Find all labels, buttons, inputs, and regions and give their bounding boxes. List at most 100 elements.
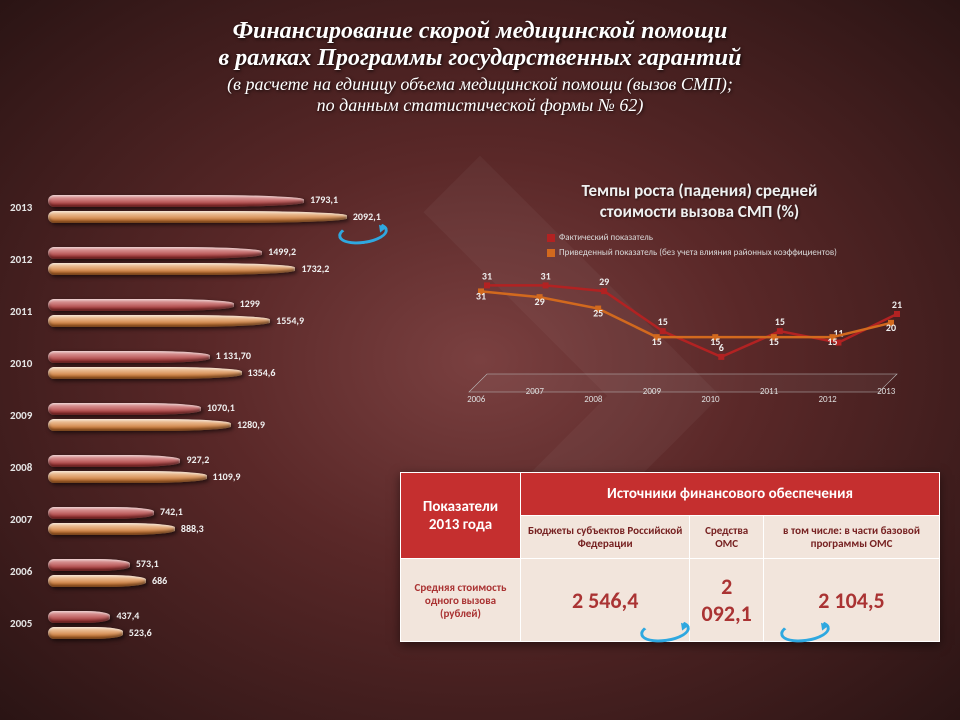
table-row-label: Средняя стоимость одного вызова (рублей) xyxy=(401,559,521,642)
hbar-row: 2006 573,1 686 xyxy=(10,549,420,601)
hbar-year-label: 2006 xyxy=(10,565,32,578)
line-value-label: 15 xyxy=(710,335,720,348)
hbar-bar xyxy=(48,611,110,623)
line-xtick: 2006 xyxy=(467,394,486,404)
hbar-bar xyxy=(48,263,295,275)
line-chart-svg: 3131291561511213129251515151520200620072… xyxy=(457,264,922,404)
hbar-year-label: 2012 xyxy=(10,253,32,266)
hbar-bar xyxy=(48,315,270,327)
line-value-label: 31 xyxy=(476,289,486,302)
table-header-right: Источники финансового обеспечения xyxy=(521,473,940,516)
hbar-bar xyxy=(48,299,234,311)
line-value-label: 15 xyxy=(769,335,779,348)
line-chart-title-l1: Темпы роста (падения) средней xyxy=(581,180,817,201)
line-chart: Темпы роста (падения) средней стоимости … xyxy=(457,180,942,404)
hbar-year-label: 2005 xyxy=(10,617,32,630)
line-marker xyxy=(777,328,783,334)
line-value-label: 20 xyxy=(886,321,896,334)
line-value-label: 29 xyxy=(599,275,609,288)
hbar-bar xyxy=(48,523,175,535)
line-xtick: 2008 xyxy=(584,394,603,404)
line-value-label: 31 xyxy=(482,269,492,282)
hbar-bar xyxy=(48,627,123,639)
hbar-bar-label: 573,1 xyxy=(136,557,159,570)
hbar-bar xyxy=(48,367,242,379)
hbar-bar xyxy=(48,455,180,467)
hbar-bar xyxy=(48,195,304,207)
legend-swatch xyxy=(547,249,555,257)
line-value-label: 29 xyxy=(535,295,545,308)
hbar-bar-label: 523,6 xyxy=(129,626,152,639)
hbar-row: 2007742,1888,3 xyxy=(10,497,420,549)
hbar-bar xyxy=(48,507,154,519)
hbar-bar-label: 686 xyxy=(152,574,167,587)
line-chart-legend: Фактический показатель Приведенный показа… xyxy=(547,230,942,260)
hbar-row: 2005 437,4 523,6 xyxy=(10,601,420,653)
hbar-bar-label: 2092,1 xyxy=(353,210,381,223)
hbar-bar-label: 1354,6 xyxy=(248,366,276,379)
hbar-bar xyxy=(48,403,201,415)
table-value-2: 2 104,5 xyxy=(764,559,940,642)
title-line-1: Финансирование скорой медицинской помощи xyxy=(0,18,960,45)
hbar-year-label: 2011 xyxy=(10,305,32,318)
slide-title: Финансирование скорой медицинской помощи… xyxy=(0,0,960,116)
legend-swatch xyxy=(547,234,555,242)
legend-item: Фактический показатель xyxy=(547,230,942,245)
hbar-bar-label: 437,4 xyxy=(116,609,139,622)
line-value-label: 15 xyxy=(652,335,662,348)
line-marker xyxy=(718,354,724,360)
hbar-bar-label: 1280,9 xyxy=(237,418,265,431)
line-value-label: 25 xyxy=(593,307,603,320)
hbar-year-label: 2013 xyxy=(10,201,32,214)
line-marker xyxy=(894,311,900,317)
hbar-year-label: 2009 xyxy=(10,409,32,422)
financing-table: Показатели 2013 года Источники финансово… xyxy=(400,472,940,642)
line-marker xyxy=(484,282,490,288)
hbar-bar-label: 1109,9 xyxy=(213,470,241,483)
line-value-label: 15 xyxy=(658,315,668,328)
hbar-bar xyxy=(48,351,210,363)
hbar-row: 2012 1499,2 1732,2 xyxy=(10,237,420,289)
hbar-bar-label: 1070,1 xyxy=(207,401,235,414)
legend-item: Приведенный показатель (без учета влияни… xyxy=(547,245,942,260)
hbar-bar xyxy=(48,419,231,431)
hbar-bar-label: 1499,2 xyxy=(268,245,296,258)
legend-label: Приведенный показатель (без учета влияни… xyxy=(559,247,837,258)
hbar-bar xyxy=(48,471,207,483)
title-line-3: (в расчете на единицу объема медицинской… xyxy=(0,74,960,95)
hbar-bar xyxy=(48,211,347,223)
line-value-label: 15 xyxy=(775,315,785,328)
hbar-row: 2011 1299 1554,9 xyxy=(10,289,420,341)
hbar-year-label: 2010 xyxy=(10,357,32,370)
hbar-row: 2010 1 131,70 1354,6 xyxy=(10,341,420,393)
line-xtick: 2007 xyxy=(526,386,545,397)
hbar-bar xyxy=(48,575,146,587)
line-xtick: 2013 xyxy=(877,386,896,397)
hbar-bar-label: 1732,2 xyxy=(301,262,329,275)
hbar-bar-label: 1554,9 xyxy=(276,314,304,327)
line-value-label: 15 xyxy=(827,335,837,348)
line-marker xyxy=(601,288,607,294)
hbar-bar-label: 888,3 xyxy=(181,522,204,535)
table-header-left: Показатели 2013 года xyxy=(401,473,521,559)
line-value-label: 31 xyxy=(541,269,551,282)
line-xtick: 2010 xyxy=(701,394,720,404)
hbar-bar-label: 1299 xyxy=(240,297,260,310)
table-value-0: 2 546,4 xyxy=(521,559,690,642)
table-col-0: Бюджеты субъектов Российской Федерации xyxy=(521,516,690,559)
hbar-row: 2008927,21109,9 xyxy=(10,445,420,497)
hbar-bar-label: 742,1 xyxy=(160,505,183,518)
hbar-bar xyxy=(48,559,130,571)
legend-label: Фактический показатель xyxy=(559,232,653,243)
line-xtick: 2011 xyxy=(760,386,779,397)
table-value-1: 2 092,1 xyxy=(690,559,764,642)
table-col-2: в том числе: в части базовой программы О… xyxy=(764,516,940,559)
line-chart-title: Темпы роста (падения) средней стоимости … xyxy=(457,180,942,222)
line-chart-title-l2: стоимости вызова СМП (%) xyxy=(600,201,799,222)
hbar-row: 20131793,12092,1 xyxy=(10,185,420,237)
table-col-1: Средства ОМС xyxy=(690,516,764,559)
hbar-bar-label: 1 131,70 xyxy=(216,349,251,362)
line-marker xyxy=(660,328,666,334)
title-line-2: в рамках Программы государственных гаран… xyxy=(0,45,960,72)
hbar-year-label: 2008 xyxy=(10,461,32,474)
